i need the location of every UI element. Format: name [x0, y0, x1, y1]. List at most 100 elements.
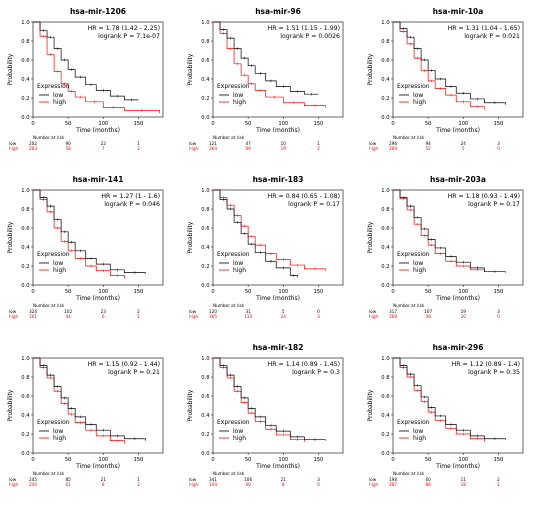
y-tick-label: 0.2: [21, 96, 29, 102]
y-tick-label: 0.2: [21, 432, 29, 438]
legend-label-high: high: [53, 99, 66, 106]
risk-count-high: 168: [389, 314, 397, 319]
panel-title: hsa-mir-141: [73, 175, 124, 184]
panel-title: hsa-mir-203a: [430, 175, 486, 184]
y-tick-label: 0.2: [381, 264, 389, 270]
risk-row-label-low: low: [189, 141, 197, 146]
x-tick-label: 0: [391, 457, 394, 463]
hr-text: HR = 1.27 (1 - 1.6): [101, 193, 160, 200]
risk-row-label-low: low: [369, 309, 377, 314]
x-axis-label: Time (months): [255, 127, 300, 134]
x-axis-label: Time (months): [75, 295, 120, 302]
hr-text: HR = 1.12 (0.89 - 1.4): [452, 361, 520, 368]
legend-title: Expression: [397, 83, 430, 90]
legend-label-low: low: [413, 260, 423, 267]
km-plot: hsa-mir-296 0.0 0.2 0.4 0.6 0.8 1.0 0 50 100 150 Pr…: [367, 343, 524, 487]
risk-count-high: 99: [245, 146, 251, 151]
hr-text: HR = 1.15 (0.92 - 1.44): [88, 361, 160, 368]
legend-label-low: low: [233, 92, 243, 99]
plot-frame: [392, 189, 524, 286]
y-axis-label: Probability: [187, 221, 194, 253]
risk-count-high: 287: [389, 482, 397, 487]
y-tick-label: 0.0: [201, 283, 209, 289]
x-tick-label: 150: [313, 457, 323, 463]
risk-count-low: 85: [65, 477, 71, 482]
y-tick-label: 0.8: [381, 375, 389, 381]
risk-count-low: 24: [461, 141, 467, 146]
legend-label-low: low: [53, 428, 63, 435]
km-panel: hsa-mir-296 0.0 0.2 0.4 0.6 0.8 1.0 0 50 100 150 Pr…: [365, 340, 535, 495]
risk-count-low: 94: [425, 141, 431, 146]
y-tick-label: 0.4: [21, 77, 30, 83]
legend-label-high: high: [413, 435, 426, 442]
risk-count-high: 7: [102, 146, 105, 151]
x-axis-label: Time (months): [75, 127, 120, 134]
km-plot: hsa-mir-1206 0.0 0.2 0.4 0.6 0.8 1.0 0 50 100 150 P…: [7, 7, 164, 151]
logrank-text: logrank P = 0.0026: [280, 33, 340, 40]
hr-text: HR = 1.31 (1.04 - 1.65): [448, 25, 520, 32]
x-tick-label: 100: [458, 121, 468, 127]
x-axis-label: Time (months): [435, 127, 480, 134]
risk-row-label-low: low: [369, 141, 377, 146]
risk-count-high: 44: [65, 314, 71, 319]
legend-label-low: low: [53, 92, 63, 99]
y-tick-label: 0.4: [201, 245, 210, 251]
risk-count-low: 1: [137, 477, 140, 482]
legend-title: Expression: [217, 251, 250, 258]
risk-count-high: 24: [281, 314, 287, 319]
number-at-risk-label: Number at risk: [33, 135, 65, 140]
risk-count-high: 1: [137, 314, 140, 319]
y-tick-label: 0.8: [21, 39, 29, 45]
risk-count-low: 21: [281, 477, 287, 482]
x-tick-label: 0: [211, 289, 214, 295]
y-axis-label: Probability: [7, 389, 14, 421]
risk-count-high: 18: [461, 482, 467, 487]
plot-frame: [392, 21, 524, 118]
number-at-risk-label: Number at risk: [33, 303, 65, 308]
x-tick-label: 100: [458, 289, 468, 295]
y-tick-label: 0.6: [381, 226, 389, 232]
x-tick-label: 50: [425, 289, 432, 295]
risk-row-label-low: low: [9, 141, 17, 146]
legend-label-high: high: [233, 99, 246, 106]
risk-count-high: 0: [497, 314, 500, 319]
y-tick-label: 0.2: [201, 264, 209, 270]
y-tick-label: 1.0: [381, 188, 389, 194]
legend-title: Expression: [217, 83, 250, 90]
risk-row-label-high: high: [369, 146, 378, 151]
y-tick-label: 1.0: [381, 356, 389, 362]
x-tick-label: 0: [211, 121, 214, 127]
risk-count-low: 11: [461, 477, 467, 482]
x-tick-label: 50: [245, 289, 252, 295]
hr-text: HR = 0.84 (0.65 - 1.08): [268, 193, 340, 200]
y-tick-label: 0.4: [21, 245, 30, 251]
risk-count-high: 0: [317, 482, 320, 487]
km-panel: 0.0 0.2 0.4 0.6 0.8 1.0 0 50 100 150 Probability Ti…: [5, 340, 175, 495]
y-tick-label: 0.0: [381, 451, 389, 457]
x-tick-label: 50: [245, 121, 252, 127]
y-axis-label: Probability: [187, 53, 194, 85]
y-tick-label: 0.4: [381, 77, 390, 83]
y-tick-label: 0.2: [381, 432, 389, 438]
x-axis-label: Time (months): [255, 463, 300, 470]
survival-curve-low: [393, 21, 506, 105]
x-tick-label: 150: [133, 289, 143, 295]
number-at-risk-label: Number at risk: [393, 135, 425, 140]
panel-title: hsa-mir-96: [255, 7, 301, 16]
legend-title: Expression: [37, 251, 70, 258]
risk-count-low: 1: [137, 141, 140, 146]
legend-label-high: high: [233, 267, 246, 274]
x-tick-label: 50: [65, 289, 72, 295]
logrank-text: logrank P = 0.35: [468, 369, 520, 376]
survival-curve-low: [33, 189, 146, 274]
km-plot: hsa-mir-96 0.0 0.2 0.4 0.6 0.8 1.0 0 50 100 150 Pro…: [187, 7, 344, 151]
legend-label-high: high: [233, 435, 246, 442]
risk-count-low: 5: [282, 309, 285, 314]
legend-label-high: high: [53, 435, 66, 442]
plot-frame: [32, 189, 164, 286]
risk-row-label-high: high: [9, 314, 18, 319]
risk-count-high: 52: [425, 146, 431, 151]
legend-label-high: high: [413, 99, 426, 106]
